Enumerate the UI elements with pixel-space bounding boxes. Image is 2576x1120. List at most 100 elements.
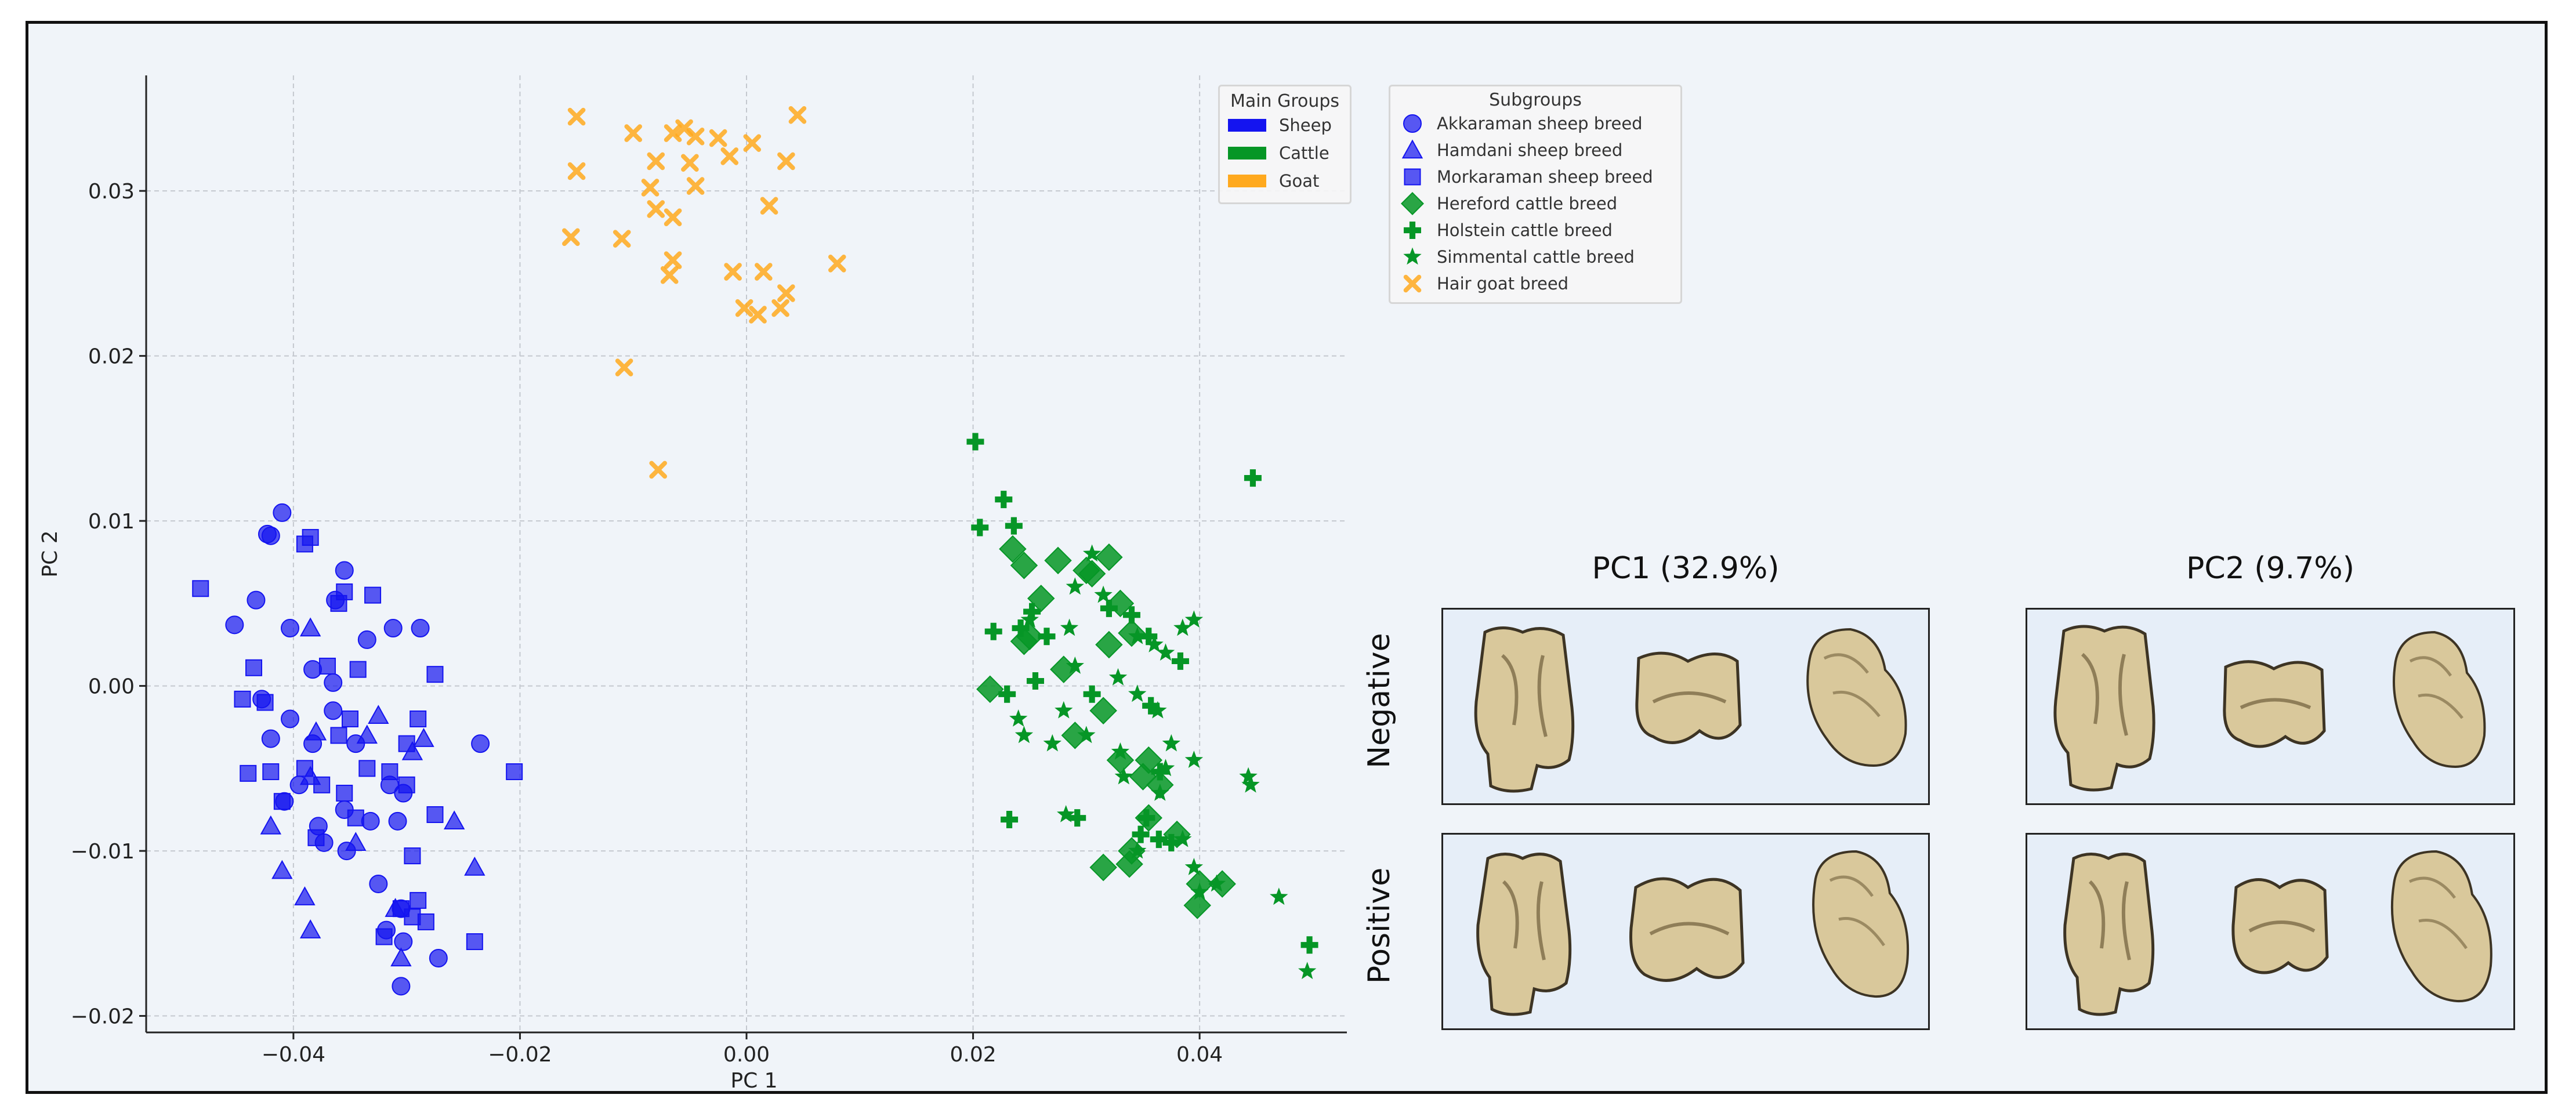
grid-lines (146, 75, 1347, 1032)
bone-end-view-pc1-positive (1812, 850, 1910, 998)
hereford-cattle-breed-point (1135, 746, 1162, 774)
hair-goat-breed-point (664, 208, 682, 226)
hereford-cattle-breed-point (976, 675, 1004, 704)
hair-goat-breed-point (641, 179, 660, 197)
morkaraman-sheep-breed-point (506, 763, 523, 781)
simmental-cattle-breed-point (1009, 709, 1028, 727)
akkaraman-sheep-breed-point (429, 948, 448, 967)
akkaraman-sheep-breed-point (281, 709, 300, 728)
x-tick-label: 0.00 (723, 1043, 770, 1067)
morkaraman-sheep-breed-point (381, 763, 398, 781)
morkaraman-sheep-breed-point (262, 763, 280, 781)
hair-goat-breed-point (828, 255, 846, 273)
bone-side-view-pc2-positive (2231, 878, 2329, 974)
holstein-cattle-breed-point (1151, 763, 1169, 781)
akkaraman-sheep-breed-point (303, 660, 323, 679)
bone-side-view-pc1-negative (1635, 651, 1742, 744)
data-points (192, 106, 1318, 996)
subgroups-legend-title: Subgroups (1489, 90, 1582, 110)
hair-goat-breed-point (749, 306, 767, 324)
circle-marker-icon (1403, 114, 1422, 133)
square-marker-shape (1404, 168, 1421, 186)
hamdani-sheep-breed-point (345, 832, 367, 851)
morkaraman-sheep-breed-point (410, 710, 427, 727)
holstein-cattle-breed-point (1023, 603, 1041, 621)
simmental-cattle-breed-point (1145, 635, 1164, 653)
morkaraman-sheep-breed-point (240, 764, 257, 782)
hair-goat-breed-point (664, 251, 682, 269)
holstein-cattle-breed-point (1005, 517, 1023, 535)
akkaraman-sheep-breed-point (261, 729, 280, 748)
hair-goat-breed-point (771, 299, 789, 317)
hair-goat-breed-point (567, 107, 586, 126)
main-legend-item-cattle: Cattle (1228, 139, 1342, 167)
morkaraman-sheep-breed-point (256, 694, 274, 711)
simmental-cattle-breed-point (1184, 858, 1204, 875)
bone-end-view-pc2-negative (2392, 630, 2486, 769)
hair-goat-breed-point (681, 154, 699, 172)
hair-goat-breed-point (686, 177, 705, 195)
bone-end-view-pc1-negative (1806, 628, 1907, 767)
akkaraman-sheep-breed-point (383, 619, 403, 638)
y-tick-label: 0.03 (88, 180, 135, 204)
legend-color-patch (1228, 147, 1266, 160)
holstein-cattle-breed-point (1137, 809, 1155, 827)
main-legend-label: Goat (1279, 171, 1320, 191)
y-tick-label: 0.02 (88, 345, 135, 369)
hair-goat-breed-point (686, 127, 705, 146)
morkaraman-sheep-breed-point (404, 847, 421, 865)
main-legend-label: Cattle (1279, 143, 1329, 163)
triangle-marker-icon (1401, 139, 1423, 159)
hereford-cattle-breed-point (1010, 628, 1038, 655)
main-legend-item-goat: Goat (1228, 167, 1342, 195)
holstein-cattle-breed-point (1244, 469, 1262, 487)
hamdani-sheep-breed-point (443, 810, 465, 830)
morkaraman-sheep-breed-point (398, 776, 415, 793)
simmental-cattle-breed-point (1151, 784, 1169, 801)
morkaraman-sheep-breed-point (192, 580, 209, 597)
morkaraman-sheep-breed-point (330, 595, 347, 612)
simmental-cattle-breed-point (1184, 610, 1204, 628)
hair-goat-breed-point (735, 299, 753, 317)
hereford-cattle-breed-point (999, 535, 1027, 563)
legend-color-patch (1228, 119, 1266, 132)
hereford-cattle-breed-point (1044, 546, 1072, 575)
holstein-cattle-breed-point (1068, 809, 1086, 827)
hair-goat-breed-point (624, 124, 643, 142)
shape-column-title-pc2: PC2 (9.7%) (2186, 551, 2354, 586)
holstein-cattle-breed-point (1140, 628, 1158, 646)
hair-goat-breed-point (788, 106, 807, 124)
plus-marker-icon (1404, 222, 1421, 239)
akkaraman-sheep-breed-point (411, 619, 430, 638)
simmental-cattle-breed-point (1060, 618, 1079, 636)
morkaraman-sheep-breed-point (364, 586, 382, 604)
morkaraman-sheep-breed-point (349, 661, 367, 678)
square-marker-icon (1404, 168, 1421, 186)
bone-side-view-pc1-positive (1629, 877, 1745, 982)
x-marker-icon (1403, 274, 1422, 293)
hereford-cattle-breed-point (1115, 850, 1143, 878)
hair-goat-breed-point (562, 228, 580, 247)
holstein-cattle-breed-point (995, 491, 1013, 509)
simmental-cattle-breed-point (1207, 874, 1226, 892)
morkaraman-sheep-breed-point (398, 735, 415, 752)
simmental-cattle-breed-point (1114, 767, 1133, 785)
holstein-cattle-breed-point (1150, 831, 1168, 849)
hair-goat-breed-point (664, 124, 682, 142)
holstein-cattle-breed-point (971, 519, 989, 537)
morkaraman-sheep-breed-point (307, 829, 325, 846)
akkaraman-sheep-breed-point (369, 874, 388, 893)
akkaraman-sheep-breed-point (261, 526, 280, 545)
akkaraman-sheep-breed-point (225, 615, 244, 635)
morkaraman-sheep-breed-point (375, 928, 393, 945)
x-tick-label: −0.04 (262, 1043, 325, 1067)
y-tick-label: −0.02 (71, 1005, 135, 1029)
simmental-cattle-breed-point (1173, 618, 1192, 636)
hamdani-sheep-breed-point (413, 728, 434, 747)
sub-legend-item-hamdani-sheep-breed: Hamdani sheep breed (1401, 137, 1670, 164)
akkaraman-sheep-breed-point (357, 630, 376, 649)
akkaraman-sheep-breed-point (388, 811, 407, 831)
morkaraman-sheep-breed-point (358, 760, 376, 777)
morkaraman-sheep-breed-point (466, 933, 483, 951)
